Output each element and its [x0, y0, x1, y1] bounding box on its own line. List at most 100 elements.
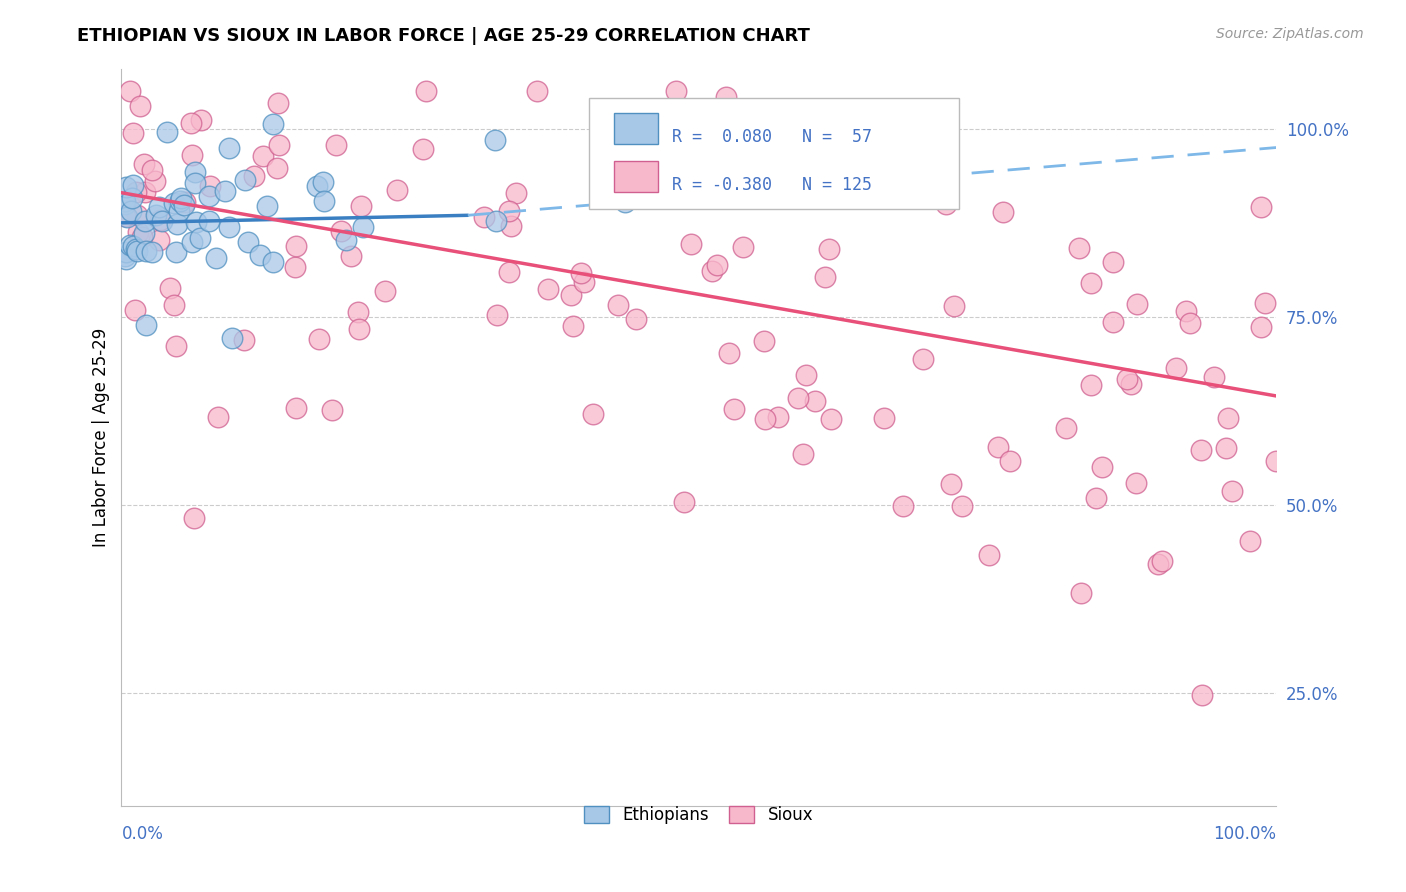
- Point: [118, 84, 141, 98]
- Point: [766, 409, 789, 424]
- Point: [820, 411, 842, 425]
- Point: [308, 332, 330, 346]
- Point: [1091, 460, 1114, 475]
- Point: [321, 403, 343, 417]
- Point: [415, 84, 437, 98]
- Point: [1070, 586, 1092, 600]
- Point: [269, 137, 291, 152]
- Point: [1216, 411, 1239, 425]
- Point: [312, 175, 335, 189]
- Point: [993, 204, 1015, 219]
- Point: [347, 305, 370, 319]
- Point: [135, 244, 157, 259]
- Point: [804, 394, 827, 409]
- Point: [266, 161, 288, 175]
- Point: [569, 266, 592, 280]
- Point: [180, 235, 202, 249]
- Point: [335, 234, 357, 248]
- Point: [249, 248, 271, 262]
- Point: [148, 233, 170, 247]
- Point: [572, 275, 595, 289]
- Point: [1147, 557, 1170, 571]
- Point: [943, 299, 966, 313]
- Point: [606, 298, 628, 312]
- Point: [1254, 296, 1277, 310]
- Point: [256, 199, 278, 213]
- Point: [145, 208, 167, 222]
- Point: [485, 213, 508, 227]
- Point: [170, 190, 193, 204]
- Point: [979, 548, 1001, 562]
- Point: [1121, 376, 1143, 391]
- Point: [218, 141, 240, 155]
- Point: [149, 213, 172, 227]
- Point: [412, 143, 434, 157]
- Text: 0.0%: 0.0%: [121, 824, 163, 843]
- Point: [141, 244, 163, 259]
- Point: [115, 252, 138, 266]
- Point: [167, 203, 190, 218]
- Point: [817, 242, 839, 256]
- Point: [1125, 475, 1147, 490]
- Point: [284, 260, 307, 274]
- Point: [221, 331, 243, 345]
- Point: [148, 200, 170, 214]
- Point: [792, 447, 814, 461]
- Point: [706, 258, 728, 272]
- Y-axis label: In Labor Force | Age 25-29: In Labor Force | Age 25-29: [93, 327, 110, 547]
- Point: [252, 149, 274, 163]
- Point: [262, 255, 284, 269]
- Point: [141, 163, 163, 178]
- Point: [183, 165, 205, 179]
- Point: [307, 179, 329, 194]
- Point: [173, 198, 195, 212]
- Point: [135, 318, 157, 332]
- Point: [190, 113, 212, 128]
- Point: [134, 186, 156, 200]
- Point: [329, 224, 352, 238]
- Point: [734, 129, 756, 144]
- Point: [131, 230, 153, 244]
- Point: [1174, 304, 1197, 318]
- Point: [114, 244, 136, 259]
- Point: [526, 84, 548, 98]
- Text: R =  0.080   N =  57: R = 0.080 N = 57: [672, 128, 872, 145]
- Point: [233, 173, 256, 187]
- Point: [873, 411, 896, 425]
- Point: [752, 334, 775, 348]
- Point: [614, 195, 637, 210]
- Point: [498, 203, 520, 218]
- Point: [114, 249, 136, 263]
- Point: [716, 90, 738, 104]
- Point: [685, 169, 707, 183]
- FancyBboxPatch shape: [589, 98, 959, 209]
- Point: [505, 186, 527, 201]
- Point: [114, 194, 136, 209]
- Point: [125, 244, 148, 259]
- FancyBboxPatch shape: [614, 161, 658, 193]
- Point: [121, 239, 143, 253]
- Point: [200, 179, 222, 194]
- Point: [125, 242, 148, 256]
- Point: [169, 194, 191, 208]
- Point: [163, 196, 186, 211]
- Point: [935, 197, 957, 211]
- Point: [180, 116, 202, 130]
- Point: [723, 402, 745, 417]
- Point: [207, 409, 229, 424]
- Point: [204, 251, 226, 265]
- Point: [1152, 554, 1174, 568]
- Point: [1102, 314, 1125, 328]
- Point: [1204, 370, 1226, 384]
- Point: [267, 96, 290, 111]
- Point: [134, 226, 156, 240]
- Point: [242, 169, 264, 183]
- Point: [120, 237, 142, 252]
- Point: [1189, 443, 1212, 458]
- Point: [1220, 484, 1243, 499]
- Point: [325, 137, 347, 152]
- Text: R = -0.380   N = 125: R = -0.380 N = 125: [672, 176, 872, 194]
- Point: [127, 208, 149, 222]
- Point: [163, 298, 186, 312]
- Point: [156, 125, 179, 139]
